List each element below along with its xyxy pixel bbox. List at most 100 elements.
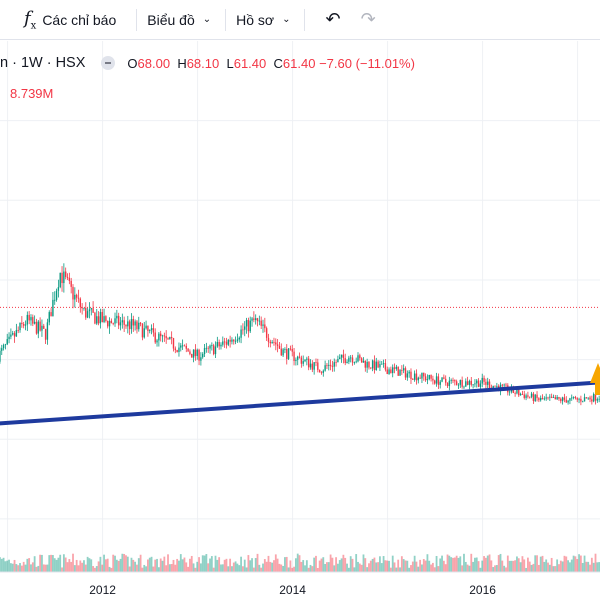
- volume-bar: [357, 561, 359, 572]
- volume-bar: [386, 560, 389, 572]
- candle-body: [300, 357, 303, 364]
- volume-bar: [57, 557, 60, 572]
- symbol-label[interactable]: n · 1W · HSX: [0, 55, 86, 71]
- candle-body: [450, 379, 452, 381]
- redo-icon[interactable]: ↷: [360, 9, 376, 29]
- candle-body: [289, 348, 292, 350]
- candle-body: [315, 362, 317, 363]
- volume-bar: [492, 567, 495, 572]
- volume-bar: [79, 560, 82, 572]
- volume-bar: [435, 555, 438, 572]
- charts-dropdown[interactable]: Biểu đồ ⌄: [147, 0, 211, 39]
- volume-bar: [33, 556, 36, 572]
- volume-bar: [364, 558, 367, 572]
- volume-bar: [289, 560, 292, 572]
- volume-bar: [360, 564, 363, 572]
- volume-bar: [199, 563, 202, 572]
- collapse-legend-button[interactable]: [101, 56, 116, 70]
- volume-bar: [340, 558, 343, 572]
- volume-bar: [371, 558, 374, 572]
- candle-body: [463, 386, 465, 388]
- candle-body: [260, 320, 262, 326]
- volume-bar: [335, 557, 337, 572]
- volume-bar: [159, 558, 162, 572]
- volume-bar: [309, 564, 312, 572]
- candle-body: [212, 345, 215, 355]
- undo-icon[interactable]: ↶: [325, 9, 341, 29]
- candle-body: [423, 372, 425, 377]
- candle-body: [33, 321, 36, 324]
- candle-body: [567, 400, 569, 403]
- volume-bar: [125, 555, 127, 572]
- candle-body: [298, 356, 301, 358]
- volume-bar: [276, 558, 279, 572]
- volume-bar: [145, 566, 147, 572]
- candle-body: [141, 323, 144, 338]
- volume-bar: [20, 565, 23, 572]
- volume-bar: [157, 567, 160, 572]
- profile-label: Hồ sơ: [236, 11, 275, 28]
- volume-bar: [550, 557, 553, 572]
- fx-icon: fx: [24, 7, 37, 32]
- volume-bar: [66, 562, 69, 572]
- volume-bar: [592, 562, 595, 572]
- volume-bar: [274, 554, 277, 572]
- candle-body: [306, 358, 308, 360]
- candle-body: [0, 350, 1, 362]
- volume-bar: [437, 566, 440, 572]
- volume-bar: [472, 561, 474, 572]
- volume-bar: [570, 559, 573, 572]
- candle-body: [83, 307, 85, 309]
- candle-body: [461, 379, 463, 387]
- candle-body: [271, 341, 273, 344]
- profile-dropdown[interactable]: Hồ sơ ⌄: [236, 0, 290, 39]
- candle-body: [161, 335, 164, 337]
- volume-bar: [2, 557, 5, 572]
- candle-body: [419, 377, 421, 379]
- volume-bar: [598, 562, 600, 572]
- candle-body: [258, 320, 261, 322]
- candle-body: [233, 339, 235, 342]
- candle-body: [214, 346, 217, 355]
- volume-bar: [136, 564, 138, 572]
- candle-body: [359, 355, 361, 359]
- candle-body: [574, 396, 577, 399]
- candle-body: [550, 396, 553, 398]
- candle-body: [326, 365, 328, 366]
- volume-bar: [137, 558, 140, 572]
- volume-bar: [189, 558, 191, 572]
- volume-bar: [514, 560, 517, 572]
- volume-bar: [421, 564, 423, 572]
- price-chart[interactable]: 201220142016201820202022: [0, 41, 600, 600]
- candle-body: [583, 397, 586, 402]
- volume-bar: [305, 560, 308, 572]
- volume-bar: [223, 559, 226, 572]
- candle-body: [552, 397, 555, 399]
- candle-body: [587, 397, 589, 399]
- volume-bar: [249, 560, 252, 572]
- candle-body: [15, 330, 18, 337]
- volume-bar: [128, 566, 131, 572]
- volume-bar: [439, 558, 442, 572]
- candle-body: [307, 358, 310, 368]
- volume-bar: [251, 558, 253, 572]
- candle-body: [362, 360, 365, 363]
- volume-bar: [260, 567, 263, 572]
- candle-body: [96, 316, 98, 324]
- candle-body: [384, 363, 387, 370]
- candle-body: [236, 339, 239, 341]
- candle-body: [415, 373, 418, 381]
- volume-bar: [490, 560, 493, 572]
- candle-body: [360, 358, 363, 363]
- volume-bar: [271, 562, 274, 572]
- candle-body: [101, 312, 103, 323]
- candle-body: [249, 320, 251, 332]
- volume-bar: [94, 567, 96, 572]
- candle-body: [435, 376, 438, 384]
- volume-bar: [484, 557, 487, 572]
- volume-bar: [539, 556, 542, 572]
- volume-bar: [46, 564, 49, 572]
- volume-bar: [174, 564, 177, 572]
- indicators-button[interactable]: fx Các chỉ báo: [0, 0, 116, 39]
- volume-bar: [410, 565, 412, 572]
